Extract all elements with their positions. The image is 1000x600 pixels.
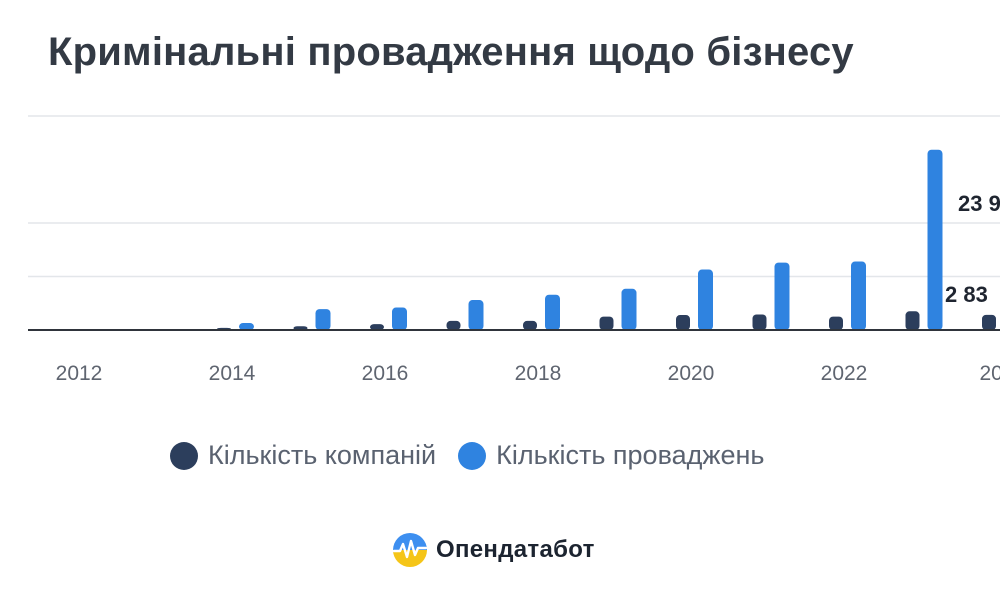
bar-companies-2019[interactable]: [599, 316, 614, 330]
bars: [217, 149, 996, 330]
legend-item-proceedings[interactable]: Кількість проваджень: [458, 440, 764, 471]
bar-proceedings-2016[interactable]: [392, 307, 407, 330]
bar-chart: 2012 2014 2016 2018 2020 2022 202 23 9 2 83: [28, 115, 1000, 385]
data-label-companies: 2 83: [945, 282, 988, 307]
legend: Кількість компаній Кількість проваджень: [170, 440, 764, 471]
legend-label-companies: Кількість компаній: [208, 440, 437, 470]
bar-proceedings-2020[interactable]: [698, 269, 713, 330]
x-axis-ticks: 2012 2014 2016 2018 2020 2022 202: [56, 362, 1000, 385]
x-tick-label: 2014: [209, 362, 256, 385]
legend-swatch-proceedings: [458, 441, 487, 470]
x-tick-label: 2022: [821, 362, 868, 385]
bar-companies-2018[interactable]: [523, 320, 537, 330]
bar-proceedings-2018[interactable]: [545, 294, 560, 330]
bar-proceedings-2019[interactable]: [621, 288, 637, 330]
bar-proceedings-2023[interactable]: [927, 149, 943, 330]
gridlines: [28, 115, 1000, 278]
opendatabot-logo-icon: [392, 533, 428, 567]
x-tick-label: 2016: [362, 362, 409, 385]
x-tick-label: 2018: [515, 362, 562, 385]
bar-proceedings-2021[interactable]: [774, 262, 790, 330]
brand-logo: Опендатабот: [392, 532, 595, 568]
bar-proceedings-2015[interactable]: [315, 309, 331, 330]
x-tick-label: 2012: [56, 362, 103, 385]
bar-companies-2020[interactable]: [676, 315, 690, 330]
x-tick-label: 2020: [668, 362, 715, 385]
bar-companies-2024[interactable]: [982, 314, 996, 330]
data-labels: 23 9 2 83: [945, 191, 1000, 307]
bar-proceedings-2017[interactable]: [468, 300, 484, 330]
data-label-proceedings: 23 9: [958, 191, 1000, 216]
legend-label-proceedings: Кількість проваджень: [496, 440, 765, 470]
bar-companies-2017[interactable]: [446, 320, 461, 330]
bar-companies-2023[interactable]: [905, 311, 920, 330]
x-tick-label: 202: [979, 362, 1000, 385]
bar-companies-2022[interactable]: [829, 316, 843, 330]
legend-item-companies[interactable]: Кількість компаній: [170, 440, 436, 471]
bar-companies-2021[interactable]: [752, 314, 767, 330]
legend-swatch-companies: [170, 441, 198, 470]
bar-companies-2016[interactable]: [370, 324, 384, 330]
bar-proceedings-2014[interactable]: [239, 323, 254, 330]
bar-proceedings-2022[interactable]: [851, 261, 866, 330]
chart-title: Кримінальні провадження щодо бізнесу: [48, 30, 854, 74]
brand-name: Опендатабот: [436, 536, 595, 563]
